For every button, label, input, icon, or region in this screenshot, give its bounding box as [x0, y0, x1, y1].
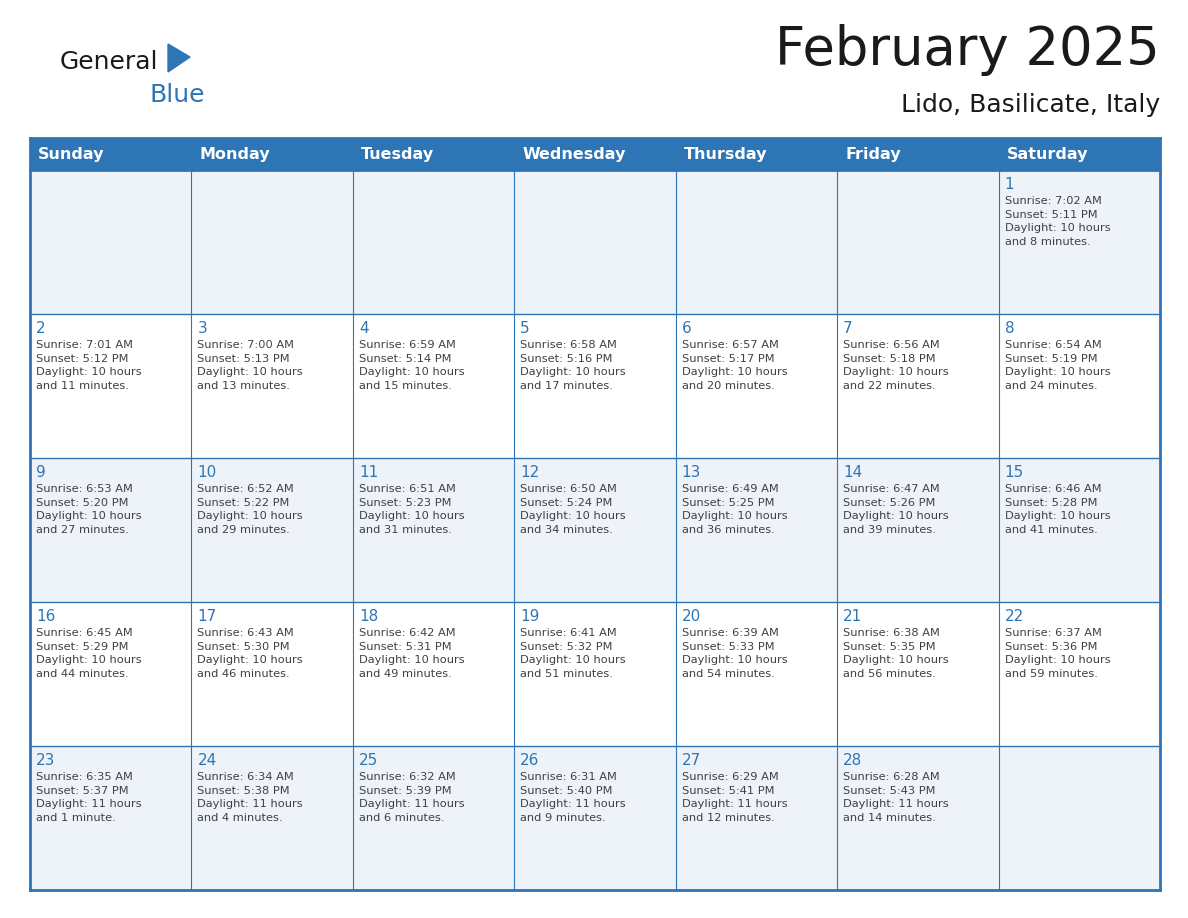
Text: Sunrise: 6:57 AM
Sunset: 5:17 PM
Daylight: 10 hours
and 20 minutes.: Sunrise: 6:57 AM Sunset: 5:17 PM Dayligh… [682, 340, 788, 391]
Text: 7: 7 [843, 321, 853, 336]
Text: 25: 25 [359, 753, 378, 768]
Bar [30, 602, 1159, 746]
Text: Sunrise: 6:34 AM
Sunset: 5:38 PM
Daylight: 11 hours
and 4 minutes.: Sunrise: 6:34 AM Sunset: 5:38 PM Dayligh… [197, 772, 303, 823]
Text: Sunrise: 6:58 AM
Sunset: 5:16 PM
Daylight: 10 hours
and 17 minutes.: Sunrise: 6:58 AM Sunset: 5:16 PM Dayligh… [520, 340, 626, 391]
Text: Sunrise: 6:54 AM
Sunset: 5:19 PM
Daylight: 10 hours
and 24 minutes.: Sunrise: 6:54 AM Sunset: 5:19 PM Dayligh… [1005, 340, 1111, 391]
Text: Sunrise: 6:52 AM
Sunset: 5:22 PM
Daylight: 10 hours
and 29 minutes.: Sunrise: 6:52 AM Sunset: 5:22 PM Dayligh… [197, 484, 303, 535]
Text: 1: 1 [1005, 177, 1015, 192]
Text: 14: 14 [843, 465, 862, 480]
Text: Lido, Basilicate, Italy: Lido, Basilicate, Italy [901, 93, 1159, 117]
Text: Thursday: Thursday [684, 147, 767, 162]
Text: Sunrise: 6:35 AM
Sunset: 5:37 PM
Daylight: 11 hours
and 1 minute.: Sunrise: 6:35 AM Sunset: 5:37 PM Dayligh… [36, 772, 141, 823]
Text: Sunrise: 6:56 AM
Sunset: 5:18 PM
Daylight: 10 hours
and 22 minutes.: Sunrise: 6:56 AM Sunset: 5:18 PM Dayligh… [843, 340, 949, 391]
Text: 9: 9 [36, 465, 46, 480]
Text: February 2025: February 2025 [776, 24, 1159, 76]
Text: Sunrise: 7:00 AM
Sunset: 5:13 PM
Daylight: 10 hours
and 13 minutes.: Sunrise: 7:00 AM Sunset: 5:13 PM Dayligh… [197, 340, 303, 391]
Text: Sunrise: 6:59 AM
Sunset: 5:14 PM
Daylight: 10 hours
and 15 minutes.: Sunrise: 6:59 AM Sunset: 5:14 PM Dayligh… [359, 340, 465, 391]
Text: 3: 3 [197, 321, 207, 336]
Text: 11: 11 [359, 465, 378, 480]
Text: 13: 13 [682, 465, 701, 480]
Polygon shape [168, 44, 190, 72]
Text: 4: 4 [359, 321, 368, 336]
Text: 24: 24 [197, 753, 216, 768]
Text: Sunrise: 6:47 AM
Sunset: 5:26 PM
Daylight: 10 hours
and 39 minutes.: Sunrise: 6:47 AM Sunset: 5:26 PM Dayligh… [843, 484, 949, 535]
Bar [30, 746, 1159, 890]
Text: Tuesday: Tuesday [361, 147, 434, 162]
Bar [30, 170, 1159, 314]
Text: Sunday: Sunday [38, 147, 105, 162]
Text: Blue: Blue [150, 83, 206, 107]
Text: Sunrise: 6:32 AM
Sunset: 5:39 PM
Daylight: 11 hours
and 6 minutes.: Sunrise: 6:32 AM Sunset: 5:39 PM Dayligh… [359, 772, 465, 823]
Text: Sunrise: 6:46 AM
Sunset: 5:28 PM
Daylight: 10 hours
and 41 minutes.: Sunrise: 6:46 AM Sunset: 5:28 PM Dayligh… [1005, 484, 1111, 535]
Text: 2: 2 [36, 321, 45, 336]
Text: Sunrise: 6:42 AM
Sunset: 5:31 PM
Daylight: 10 hours
and 49 minutes.: Sunrise: 6:42 AM Sunset: 5:31 PM Dayligh… [359, 628, 465, 678]
Text: Sunrise: 7:02 AM
Sunset: 5:11 PM
Daylight: 10 hours
and 8 minutes.: Sunrise: 7:02 AM Sunset: 5:11 PM Dayligh… [1005, 196, 1111, 247]
Text: Sunrise: 6:37 AM
Sunset: 5:36 PM
Daylight: 10 hours
and 59 minutes.: Sunrise: 6:37 AM Sunset: 5:36 PM Dayligh… [1005, 628, 1111, 678]
Text: 22: 22 [1005, 609, 1024, 624]
Text: Sunrise: 6:51 AM
Sunset: 5:23 PM
Daylight: 10 hours
and 31 minutes.: Sunrise: 6:51 AM Sunset: 5:23 PM Dayligh… [359, 484, 465, 535]
Text: Sunrise: 6:31 AM
Sunset: 5:40 PM
Daylight: 11 hours
and 9 minutes.: Sunrise: 6:31 AM Sunset: 5:40 PM Dayligh… [520, 772, 626, 823]
Bar [30, 138, 1159, 170]
Text: 19: 19 [520, 609, 539, 624]
Text: Sunrise: 6:39 AM
Sunset: 5:33 PM
Daylight: 10 hours
and 54 minutes.: Sunrise: 6:39 AM Sunset: 5:33 PM Dayligh… [682, 628, 788, 678]
Text: Monday: Monday [200, 147, 270, 162]
Text: 8: 8 [1005, 321, 1015, 336]
Text: 10: 10 [197, 465, 216, 480]
Text: Sunrise: 7:01 AM
Sunset: 5:12 PM
Daylight: 10 hours
and 11 minutes.: Sunrise: 7:01 AM Sunset: 5:12 PM Dayligh… [36, 340, 141, 391]
Text: General: General [61, 50, 158, 74]
Text: 16: 16 [36, 609, 56, 624]
Text: 18: 18 [359, 609, 378, 624]
Text: Sunrise: 6:43 AM
Sunset: 5:30 PM
Daylight: 10 hours
and 46 minutes.: Sunrise: 6:43 AM Sunset: 5:30 PM Dayligh… [197, 628, 303, 678]
Text: Sunrise: 6:28 AM
Sunset: 5:43 PM
Daylight: 11 hours
and 14 minutes.: Sunrise: 6:28 AM Sunset: 5:43 PM Dayligh… [843, 772, 949, 823]
Text: Wednesday: Wednesday [523, 147, 626, 162]
Text: 17: 17 [197, 609, 216, 624]
Text: 28: 28 [843, 753, 862, 768]
Text: 26: 26 [520, 753, 539, 768]
Text: 6: 6 [682, 321, 691, 336]
Text: Sunrise: 6:50 AM
Sunset: 5:24 PM
Daylight: 10 hours
and 34 minutes.: Sunrise: 6:50 AM Sunset: 5:24 PM Dayligh… [520, 484, 626, 535]
Text: Sunrise: 6:38 AM
Sunset: 5:35 PM
Daylight: 10 hours
and 56 minutes.: Sunrise: 6:38 AM Sunset: 5:35 PM Dayligh… [843, 628, 949, 678]
Text: 12: 12 [520, 465, 539, 480]
Text: Sunrise: 6:53 AM
Sunset: 5:20 PM
Daylight: 10 hours
and 27 minutes.: Sunrise: 6:53 AM Sunset: 5:20 PM Dayligh… [36, 484, 141, 535]
Text: 21: 21 [843, 609, 862, 624]
Text: Saturday: Saturday [1006, 147, 1088, 162]
Text: Sunrise: 6:45 AM
Sunset: 5:29 PM
Daylight: 10 hours
and 44 minutes.: Sunrise: 6:45 AM Sunset: 5:29 PM Dayligh… [36, 628, 141, 678]
Bar [30, 314, 1159, 458]
Text: 20: 20 [682, 609, 701, 624]
Text: Sunrise: 6:41 AM
Sunset: 5:32 PM
Daylight: 10 hours
and 51 minutes.: Sunrise: 6:41 AM Sunset: 5:32 PM Dayligh… [520, 628, 626, 678]
Text: Sunrise: 6:29 AM
Sunset: 5:41 PM
Daylight: 11 hours
and 12 minutes.: Sunrise: 6:29 AM Sunset: 5:41 PM Dayligh… [682, 772, 788, 823]
Text: 5: 5 [520, 321, 530, 336]
Text: 15: 15 [1005, 465, 1024, 480]
Text: 27: 27 [682, 753, 701, 768]
Text: Friday: Friday [845, 147, 901, 162]
Text: 23: 23 [36, 753, 56, 768]
Bar [30, 458, 1159, 602]
Text: Sunrise: 6:49 AM
Sunset: 5:25 PM
Daylight: 10 hours
and 36 minutes.: Sunrise: 6:49 AM Sunset: 5:25 PM Dayligh… [682, 484, 788, 535]
